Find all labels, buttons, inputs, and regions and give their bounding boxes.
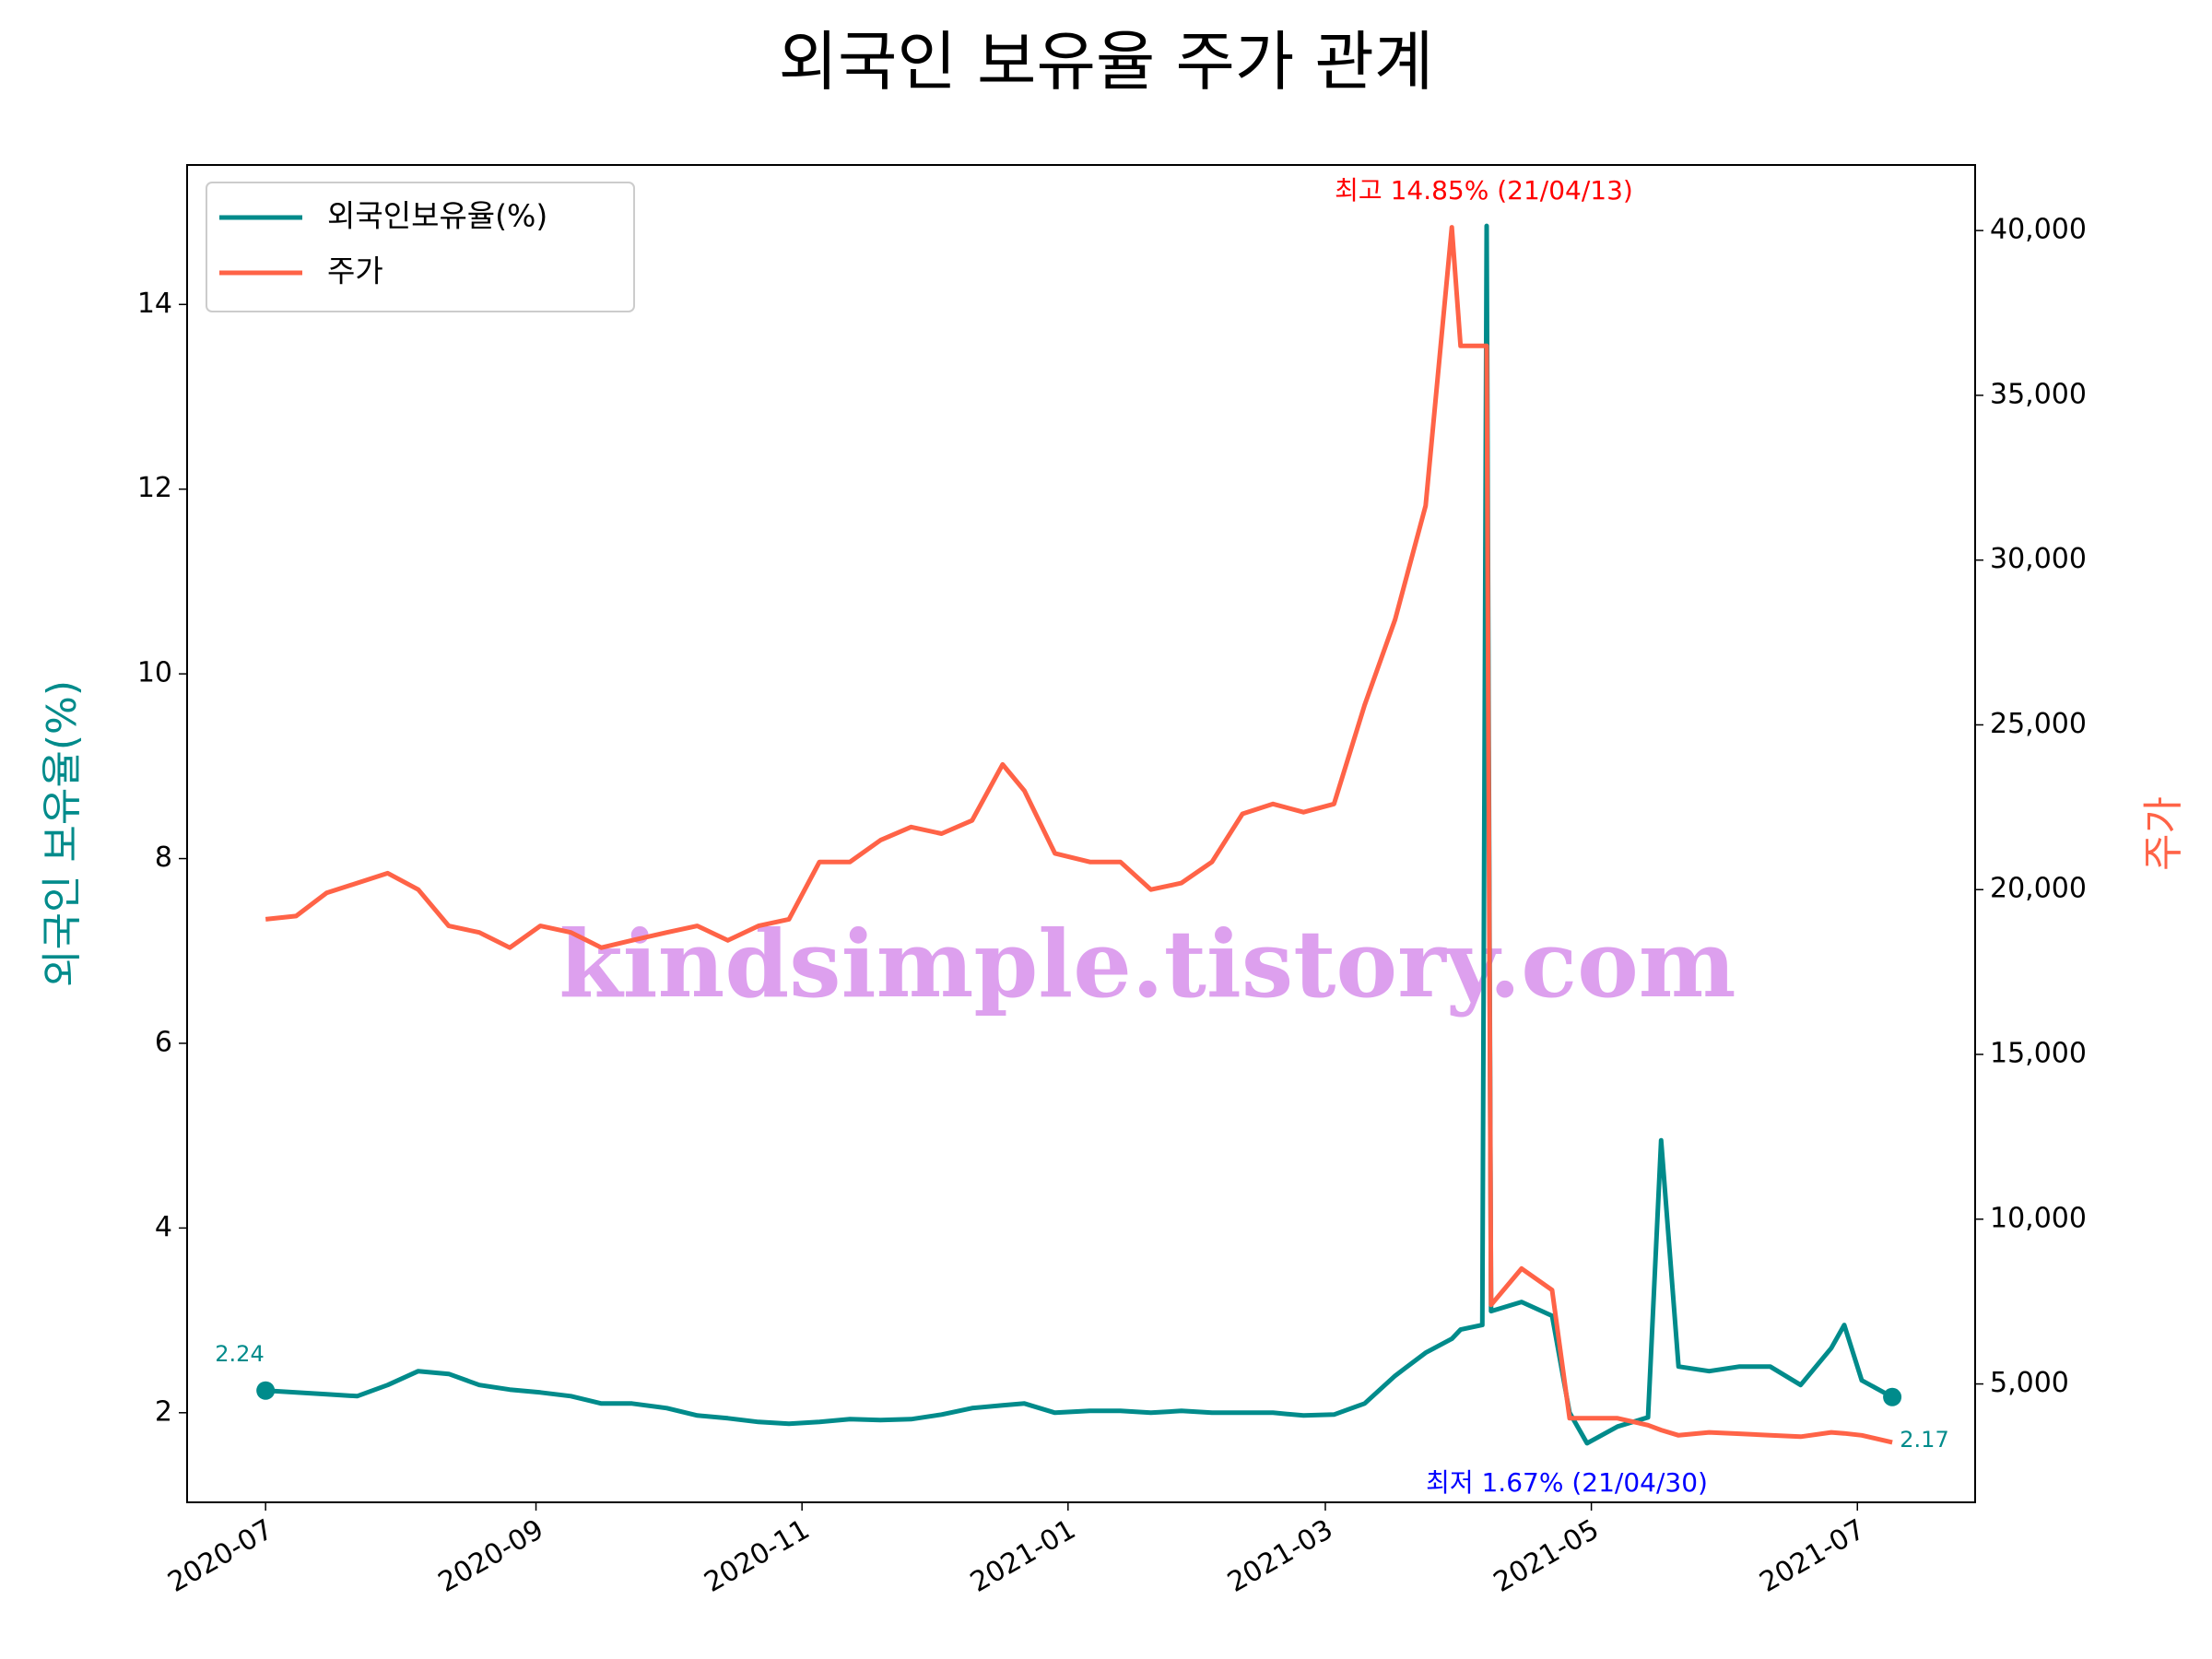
- end-marker: [256, 1381, 276, 1400]
- annotation: 2.17: [1900, 1427, 1948, 1453]
- annotation: 최고 14.85% (21/04/13): [1335, 175, 1633, 206]
- x-tick-label: 2021-07: [1754, 1513, 1870, 1599]
- y2-tick-label: 40,000: [1990, 214, 2087, 246]
- y2-tick-label: 30,000: [1990, 543, 2087, 575]
- y2-tick-label: 15,000: [1990, 1038, 2087, 1070]
- x-tick-label: 2020-11: [699, 1513, 815, 1599]
- y-tick-label: 6: [155, 1026, 172, 1058]
- x-tick-label: 2020-09: [433, 1513, 549, 1599]
- legend-label: 외국인보유율(%): [327, 198, 547, 234]
- chart-title: 외국인 보유율 주가 관계: [779, 24, 1434, 100]
- y2-tick-label: 5,000: [1990, 1367, 2069, 1399]
- annotation: 2.24: [215, 1341, 264, 1367]
- y2-tick-label: 35,000: [1990, 378, 2087, 410]
- y-tick-label: 12: [137, 472, 172, 504]
- x-tick-label: 2021-05: [1488, 1513, 1605, 1599]
- series-line: [265, 223, 1894, 1446]
- legend-label: 주가: [327, 253, 383, 289]
- plot-frame: [186, 164, 1976, 1503]
- y-tick-label: 2: [155, 1395, 172, 1428]
- x-tick-label: 2021-01: [965, 1513, 1081, 1599]
- legend-box: [206, 182, 635, 312]
- y2-tick-label: 25,000: [1990, 708, 2087, 740]
- y-tick-label: 4: [155, 1211, 172, 1243]
- annotation: 최저 1.67% (21/04/30): [1426, 1467, 1708, 1498]
- y-tick-label: 10: [137, 657, 172, 689]
- y-axis-label: 외국인 보유율(%): [39, 680, 86, 987]
- series-line: [265, 225, 1893, 1445]
- end-marker: [1883, 1387, 1902, 1406]
- y2-tick-label: 20,000: [1990, 873, 2087, 905]
- legend: 외국인보유율(%) 주가: [206, 182, 635, 312]
- x-tick-label: 2020-07: [162, 1513, 278, 1599]
- y2-axis-label: 주가: [2140, 796, 2187, 871]
- y-tick-label: 8: [155, 841, 172, 874]
- y2-tick-label: 10,000: [1990, 1202, 2087, 1234]
- x-tick-label: 2021-03: [1222, 1513, 1338, 1599]
- y-tick-label: 14: [137, 288, 172, 320]
- watermark: kindsimple.tistory.com: [559, 910, 1735, 1018]
